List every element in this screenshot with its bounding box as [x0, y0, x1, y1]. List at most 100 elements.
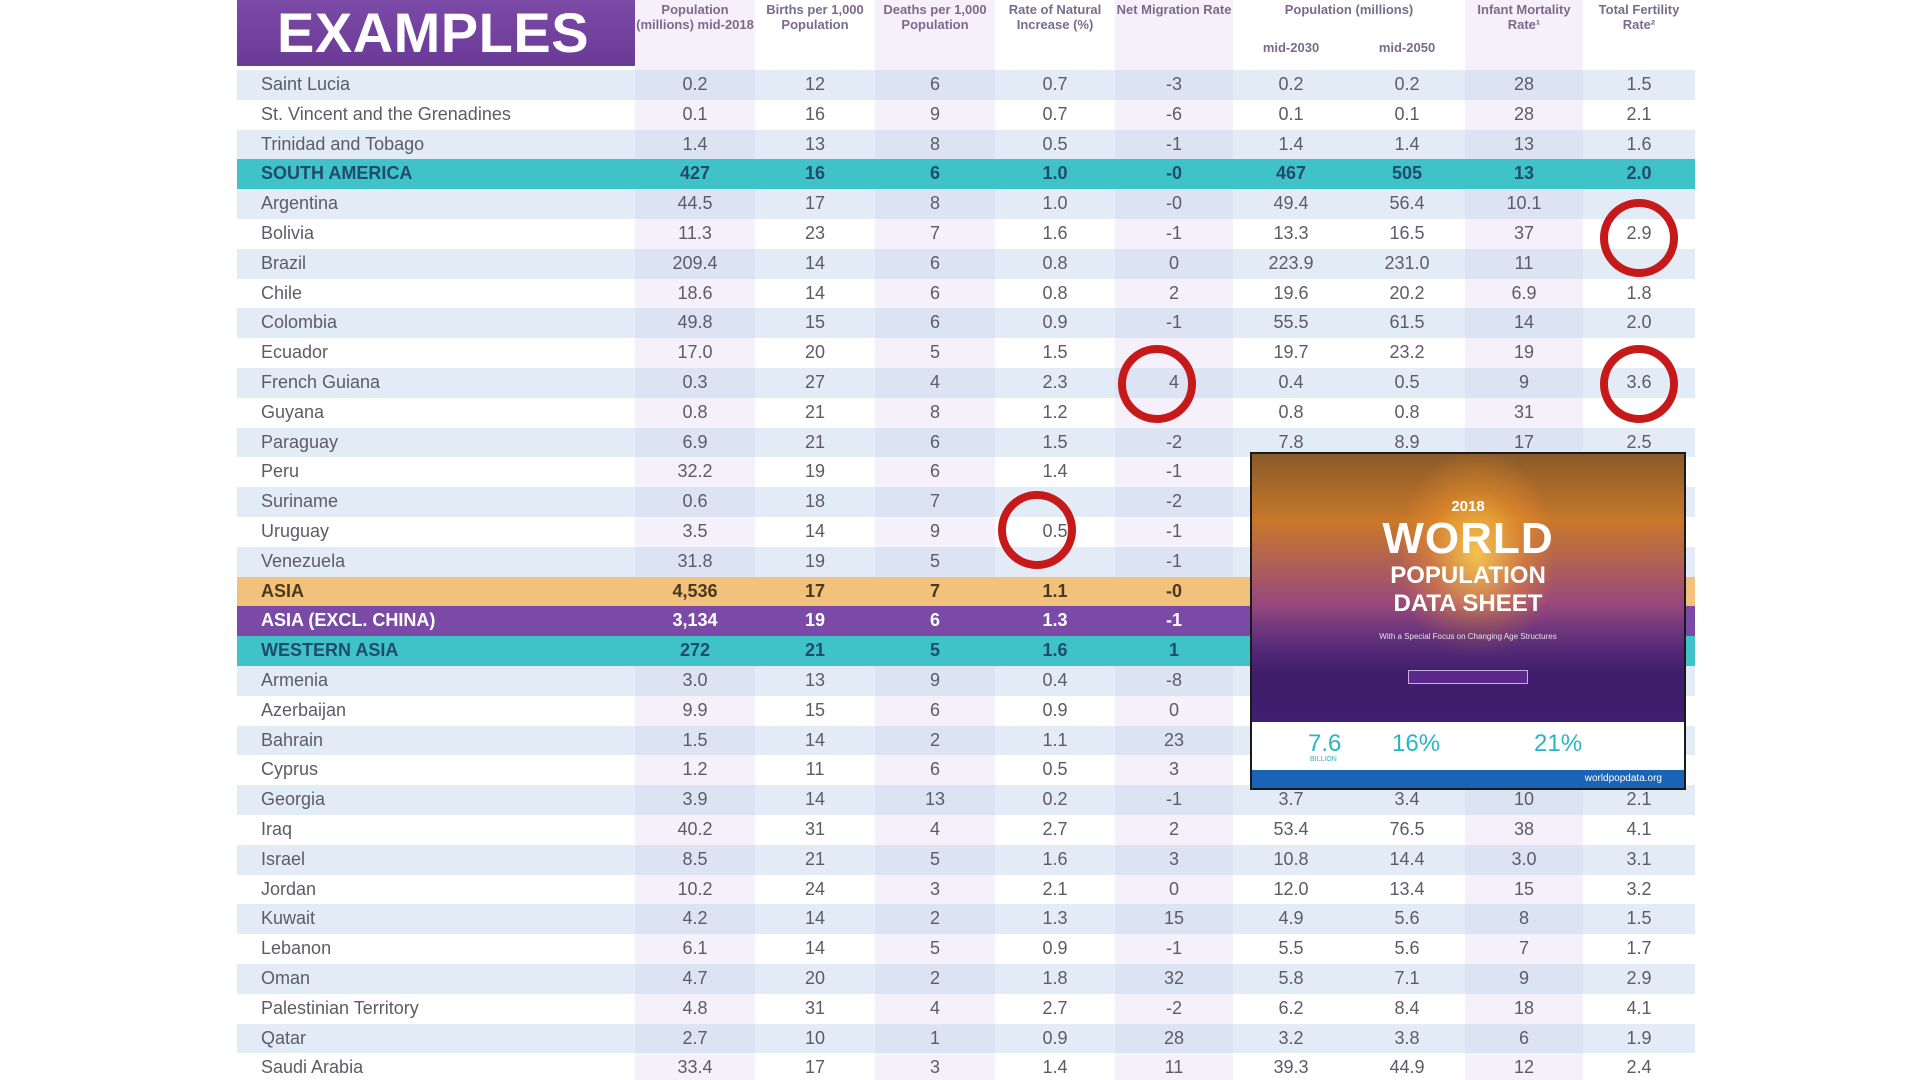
cell-deaths: 5 — [929, 848, 940, 869]
cell-mig: 0 — [1168, 252, 1179, 273]
row-name: ASIA — [261, 580, 305, 601]
row-name: Cyprus — [261, 759, 319, 780]
cell-p2030: 39.3 — [1273, 1057, 1309, 1078]
cell-imr: 28 — [1513, 103, 1535, 124]
cell-p2030: 19.7 — [1273, 342, 1309, 363]
row-name: Palestinian Territory — [261, 997, 419, 1018]
row-name: Brazil — [261, 252, 307, 273]
cell-rni: 0.9 — [1042, 312, 1068, 333]
cell-births: 31 — [804, 818, 826, 839]
cell-mig: 0 — [1168, 878, 1179, 899]
table-row: Guyana 0.8 21 8 1.2 0.8 0.8 31 — [237, 398, 1695, 428]
row-name: Qatar — [261, 1027, 307, 1048]
table-row: Saudi Arabia 33.4 17 3 1.4 11 39.3 44.9 12 2.4 — [237, 1053, 1695, 1080]
cell-mig: 32 — [1163, 967, 1185, 988]
cell-p2050: 231.0 — [1384, 252, 1430, 273]
cell-p2050: 5.6 — [1394, 938, 1420, 959]
cover-subtitle-line1: POPULATION — [1390, 562, 1546, 589]
cell-pop: 0.6 — [682, 491, 708, 512]
row-name: Jordan — [261, 878, 317, 899]
cell-births: 31 — [804, 997, 826, 1018]
highlight-circle-french-guiana-migration — [1118, 345, 1196, 423]
cell-births: 16 — [804, 163, 826, 184]
cell-births: 24 — [804, 878, 826, 899]
cell-births: 10 — [804, 1027, 826, 1048]
cell-pop: 11.3 — [678, 222, 712, 243]
row-name: WESTERN ASIA — [261, 640, 399, 661]
cell-tfr: 2.5 — [1626, 431, 1652, 452]
cell-births: 27 — [804, 371, 826, 392]
cell-births: 19 — [804, 550, 826, 571]
cell-deaths: 9 — [929, 103, 940, 124]
cell-pop: 0.3 — [682, 371, 708, 392]
table-row: Ecuador 17.0 20 5 1.5 19.7 23.2 19 — [237, 338, 1695, 368]
header-population-projections: Population (millions) — [1284, 2, 1414, 17]
cell-tfr: 1.7 — [1626, 938, 1652, 959]
cell-pop: 3.9 — [682, 789, 708, 810]
cover-subtitle-line2: DATA SHEET — [1393, 590, 1543, 617]
cell-births: 14 — [804, 520, 826, 541]
row-name: Venezuela — [261, 550, 346, 571]
row-name: Bahrain — [261, 729, 324, 750]
cell-rni: 0.9 — [1042, 699, 1068, 720]
cell-mig: 2 — [1168, 818, 1179, 839]
cell-pop: 32.2 — [677, 461, 713, 482]
cell-mig: 2 — [1168, 282, 1179, 303]
cell-pop: 2.7 — [682, 1027, 708, 1048]
cell-rni: 1.1 — [1042, 729, 1068, 750]
region-row: SOUTH AMERICA 427 16 6 1.0 -0 467 505 13 2.0 — [237, 159, 1695, 190]
table-row: Jordan 10.2 24 3 2.1 0 12.0 13.4 15 3.2 — [237, 875, 1695, 905]
cell-p2030: 53.4 — [1273, 818, 1309, 839]
cell-p2050: 8.9 — [1394, 431, 1420, 452]
cell-pop: 17.0 — [677, 342, 713, 363]
cell-p2030: 5.5 — [1278, 938, 1304, 959]
cell-pop: 18.6 — [677, 282, 713, 303]
cell-pop: 4.2 — [682, 908, 708, 929]
cover-footer-url: worldpopdata.org — [1252, 770, 1684, 788]
table-row: Paraguay 6.9 21 6 1.5 -2 7.8 8.9 17 2.5 — [237, 427, 1695, 458]
row-name: Guyana — [261, 401, 325, 422]
cell-deaths: 6 — [929, 431, 940, 452]
cell-tfr: 2.0 — [1626, 312, 1652, 333]
cell-births: 19 — [804, 610, 826, 631]
cell-mig: -1 — [1165, 938, 1182, 959]
table-row: Cyprus 1.2 11 6 0.5 3 — [237, 755, 1695, 785]
cell-births: 23 — [804, 222, 826, 243]
cell-deaths: 5 — [929, 550, 940, 571]
cell-mig: 1 — [1168, 640, 1179, 661]
cell-deaths: 6 — [929, 282, 940, 303]
cell-births: 21 — [804, 401, 826, 422]
row-name: Colombia — [261, 312, 338, 333]
cell-p2030: 467 — [1275, 163, 1307, 184]
cell-mig: -1 — [1165, 550, 1182, 571]
cell-pop: 209.4 — [672, 252, 718, 273]
cell-p2050: 0.2 — [1394, 74, 1420, 94]
cell-p2050: 0.8 — [1394, 401, 1420, 422]
cell-rni: 2.1 — [1042, 878, 1068, 899]
table-row: Brazil 209.4 14 6 0.8 0 223.9 231.0 11 — [237, 248, 1695, 279]
cell-rni: 1.1 — [1042, 580, 1068, 601]
cell-deaths: 8 — [929, 401, 940, 422]
cell-p2050: 1.4 — [1394, 133, 1420, 154]
cell-deaths: 6 — [929, 163, 940, 184]
cell-deaths: 5 — [929, 640, 940, 661]
cell-deaths: 6 — [929, 74, 940, 94]
cell-births: 17 — [804, 193, 826, 214]
cell-imr: 17 — [1513, 431, 1535, 452]
row-name: Kuwait — [261, 908, 316, 929]
cell-p2030: 3.2 — [1278, 1027, 1304, 1048]
cell-p2030: 0.8 — [1278, 401, 1304, 422]
cell-tfr: 4.1 — [1626, 818, 1652, 839]
cell-p2030: 5.8 — [1278, 967, 1304, 988]
cell-imr: 11 — [1514, 252, 1534, 273]
header-mid-2050: mid-2050 — [1378, 40, 1436, 55]
cell-births: 17 — [804, 580, 826, 601]
cell-p2050: 23.2 — [1389, 342, 1425, 363]
header-mid-2030: mid-2030 — [1262, 40, 1320, 55]
cell-mig: -3 — [1165, 74, 1182, 94]
cell-imr: 10.1 — [1506, 193, 1542, 214]
cell-births: 15 — [804, 312, 826, 333]
cell-tfr: 2.1 — [1626, 103, 1652, 124]
table-row: Colombia 49.8 15 6 0.9 -1 55.5 61.5 14 2.0 — [237, 308, 1695, 339]
row-name: Georgia — [261, 789, 326, 810]
